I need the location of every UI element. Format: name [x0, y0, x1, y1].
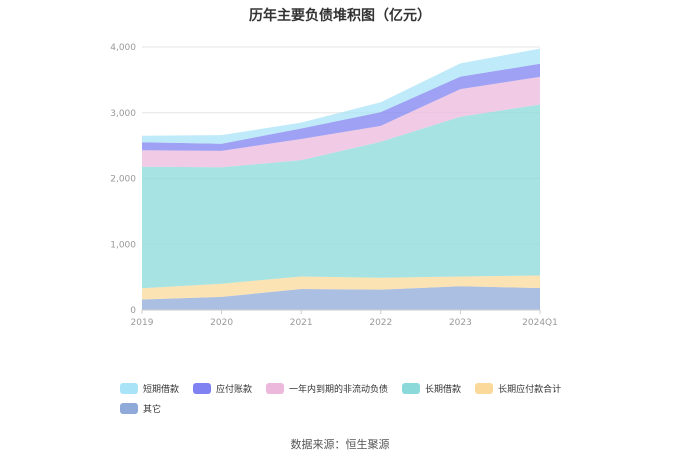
- area-series-5: [142, 48, 540, 144]
- stacked-area-chart: 0 1,000 2,000 3,000 4,000 2019 2020 2021 2022 202…: [110, 43, 558, 328]
- legend: 短期借款 应付账款 一年内到期的非流动负债 长期借款 长期应付款合计其它: [120, 378, 590, 418]
- area-series-1: [142, 275, 540, 300]
- area-series-2: [142, 104, 540, 289]
- y-tick-label: 1,000: [110, 240, 136, 250]
- legend-item[interactable]: 短期借款: [120, 378, 179, 398]
- y-tick-label: 3,000: [110, 109, 136, 119]
- legend-label: 长期借款: [425, 384, 462, 395]
- axes: 0 1,000 2,000 3,000 4,000 2019 2020 2021 2022 202…: [110, 43, 558, 328]
- legend-swatch: [475, 382, 494, 394]
- legend-item[interactable]: 其它: [120, 398, 161, 418]
- area-series-3: [142, 76, 540, 168]
- source-note: 数据来源：恒生聚源: [290, 438, 390, 451]
- legend-label: 一年内到期的非流动负债: [289, 384, 389, 395]
- area-series-4: [142, 63, 540, 151]
- legend-label: 长期应付款合计: [498, 384, 562, 395]
- y-tick-label: 2,000: [110, 175, 136, 185]
- x-tick-label: 2019: [131, 318, 154, 328]
- x-tick-label: 2020: [210, 318, 233, 328]
- x-tick-label: 2021: [290, 318, 313, 328]
- legend-item[interactable]: 一年内到期的非流动负债: [266, 378, 388, 398]
- legend-swatch: [120, 402, 138, 414]
- legend-label: 其它: [143, 404, 162, 415]
- legend-swatch: [120, 382, 138, 394]
- x-tick-label: 2023: [449, 318, 472, 328]
- legend-swatch: [402, 382, 421, 394]
- legend-swatch: [266, 382, 285, 394]
- legend-swatch: [193, 382, 212, 394]
- x-tick-label: 2022: [369, 318, 392, 328]
- y-tick-label: 0: [130, 306, 136, 316]
- chart-title: 历年主要负债堆积图（亿元）: [249, 8, 431, 24]
- legend-item[interactable]: 长期应付款合计: [475, 378, 561, 398]
- x-tick-label: 2024Q1: [522, 318, 558, 328]
- y-tick-label: 4,000: [110, 43, 136, 53]
- area-series-0: [142, 286, 540, 310]
- legend-label: 应付账款: [216, 384, 253, 395]
- area-series: [142, 48, 540, 310]
- legend-item[interactable]: 应付账款: [193, 378, 252, 398]
- legend-label: 短期借款: [143, 384, 180, 395]
- legend-item[interactable]: 长期借款: [402, 378, 461, 398]
